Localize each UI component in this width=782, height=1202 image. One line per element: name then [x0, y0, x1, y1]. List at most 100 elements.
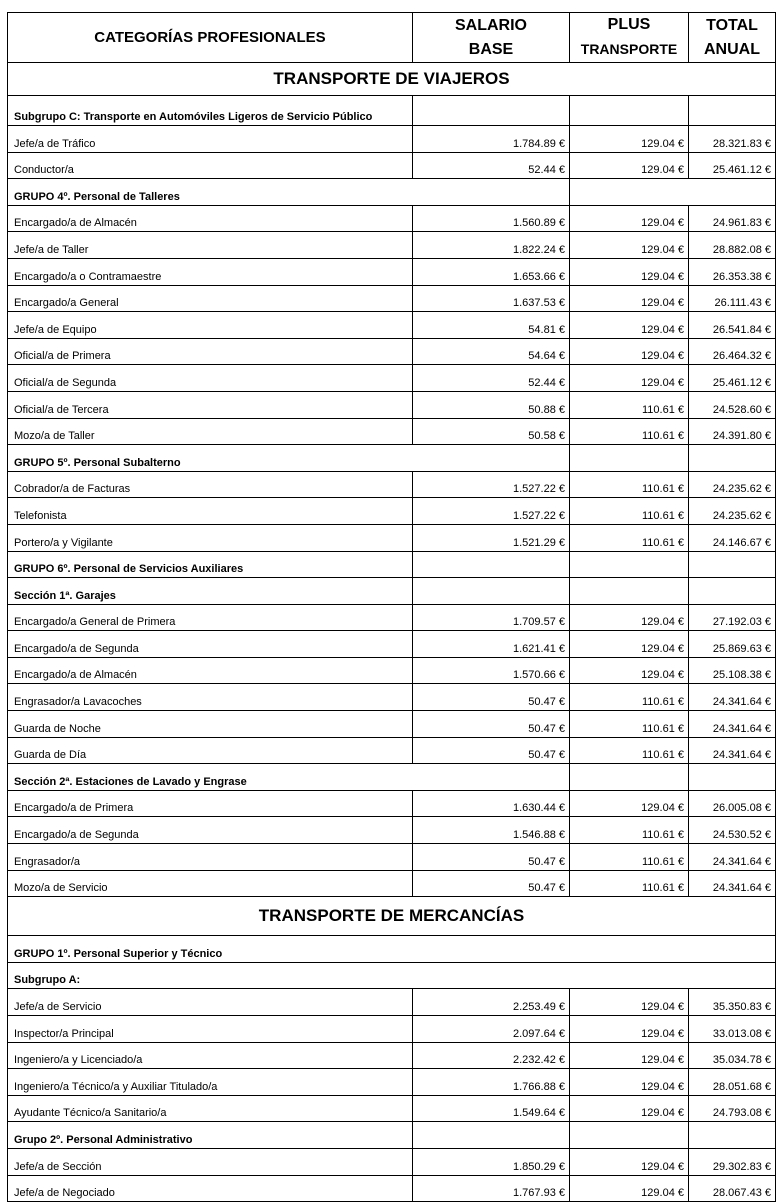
plus-transporte-cell: 129.04 € — [569, 257, 689, 286]
salario-base-cell: 50.88 € — [412, 390, 570, 419]
plus-transporte-cell: 110.61 € — [569, 470, 689, 499]
category-cell: Inspector/a Principal — [7, 1015, 413, 1043]
table-row: Ingeniero/a y Licenciado/a 2.232.42 €129.… — [7, 1041, 776, 1070]
category-cell: Jefe/a de Taller — [7, 231, 413, 259]
group-label: Sección 1ª. Garajes — [7, 577, 413, 605]
salario-base-cell: 1.546.88 € — [412, 816, 570, 845]
total-anual-cell: 24.341.64 € — [688, 683, 776, 712]
salario-base-cell: 1.521.29 € — [412, 523, 570, 552]
table-row: Oficial/a de Segunda 52.44 €129.04 €25.46… — [7, 364, 776, 392]
table-row: Encargado/a de Almacén 1.570.66 €129.04 €… — [7, 656, 776, 685]
total-anual-cell: 33.013.08 € — [688, 1015, 776, 1043]
total-anual-cell: 24.235.62 € — [688, 497, 776, 525]
table-row: Encargado/a General 1.637.53 €129.04 €26.… — [7, 284, 776, 313]
salario-base-cell: 1.549.64 € — [412, 1094, 570, 1123]
table-row: Engrasador/a 50.47 €110.61 €24.341.64 € — [7, 843, 776, 871]
total-anual-cell: 26.353.38 € — [688, 257, 776, 286]
category-cell: Encargado/a General — [7, 284, 413, 313]
table-row: Encargado/a de Segunda 1.546.88 €110.61 €… — [7, 816, 776, 845]
group-row: GRUPO 4º. Personal de Talleres — [7, 178, 776, 206]
empty-cell — [412, 95, 570, 126]
category-cell: Telefonista — [7, 497, 413, 525]
section-row: TRANSPORTE DE VIAJEROS — [7, 62, 776, 96]
plus-transporte-cell: 129.04 € — [569, 1068, 689, 1096]
total-anual-cell: 25.461.12 € — [688, 364, 776, 392]
empty-cell — [412, 577, 570, 605]
category-cell: Engrasador/a Lavacoches — [7, 683, 413, 712]
empty-cell — [569, 550, 689, 579]
empty-cell — [569, 444, 689, 472]
salario-base-cell: 2.097.64 € — [412, 1015, 570, 1043]
salario-base-cell: 1.527.22 € — [412, 497, 570, 525]
table-row: Inspector/a Principal 2.097.64 €129.04 €3… — [7, 1015, 776, 1043]
category-cell: Engrasador/a — [7, 843, 413, 871]
table-row: Portero/a y Vigilante 1.521.29 €110.61 €2… — [7, 523, 776, 552]
table-row: Mozo/a de Servicio 50.47 €110.61 €24.341.… — [7, 869, 776, 898]
category-cell: Oficial/a de Tercera — [7, 390, 413, 419]
salario-base-cell: 1.653.66 € — [412, 257, 570, 286]
plus-transporte-cell: 129.04 € — [569, 204, 689, 233]
empty-cell — [412, 550, 570, 579]
table-row: Cobrador/a de Facturas 1.527.22 €110.61 €… — [7, 470, 776, 499]
salario-base-cell: 1.560.89 € — [412, 204, 570, 233]
salario-base-cell: 1.630.44 € — [412, 789, 570, 818]
salario-base-cell: 50.47 € — [412, 710, 570, 738]
header-total-anual: TOTAL ANUAL — [688, 12, 776, 63]
table-row: Encargado/a de Segunda 1.621.41 €129.04 €… — [7, 630, 776, 658]
group-label: Grupo 2º. Personal Administrativo — [7, 1121, 413, 1149]
total-anual-cell: 24.341.64 € — [688, 869, 776, 898]
category-cell: Mozo/a de Taller — [7, 417, 413, 446]
table-row: Guarda de Noche 50.47 €110.61 €24.341.64 … — [7, 710, 776, 738]
category-cell: Mozo/a de Servicio — [7, 869, 413, 898]
table-row: Jefe/a de Tráfico 1.784.89 €129.04 €28.32… — [7, 125, 776, 153]
header-plus-line1: PLUS — [607, 16, 651, 33]
plus-transporte-cell: 129.04 € — [569, 284, 689, 313]
empty-cell — [569, 1121, 689, 1149]
category-cell: Ingeniero/a y Licenciado/a — [7, 1041, 413, 1070]
table-row: Jefe/a de Taller 1.822.24 €129.04 €28.882… — [7, 231, 776, 259]
table-row: Jefe/a de Sección 1.850.29 €129.04 €29.30… — [7, 1147, 776, 1176]
empty-cell — [688, 444, 776, 472]
salario-base-cell: 1.822.24 € — [412, 231, 570, 259]
category-cell: Ingeniero/a Técnico/a y Auxiliar Titulad… — [7, 1068, 413, 1096]
plus-transporte-cell: 110.61 € — [569, 736, 689, 765]
total-anual-cell: 24.391.80 € — [688, 417, 776, 446]
section-row: TRANSPORTE DE MERCANCÍAS — [7, 896, 776, 937]
plus-transporte-cell: 129.04 € — [569, 656, 689, 685]
total-anual-cell: 27.192.03 € — [688, 603, 776, 632]
total-anual-cell: 26.005.08 € — [688, 789, 776, 818]
empty-cell — [412, 1121, 570, 1149]
category-cell: Jefe/a de Servicio — [7, 988, 413, 1016]
group-label: GRUPO 6º. Personal de Servicios Auxiliar… — [7, 550, 413, 579]
total-anual-cell: 24.341.64 € — [688, 736, 776, 765]
plus-transporte-cell: 129.04 € — [569, 151, 689, 180]
table-row: Jefe/a de Equipo 54.81 €129.04 €26.541.84… — [7, 311, 776, 339]
total-anual-cell: 35.034.78 € — [688, 1041, 776, 1070]
table-row: Encargado/a de Primera 1.630.44 €129.04 €… — [7, 789, 776, 818]
total-anual-cell: 24.530.52 € — [688, 816, 776, 845]
plus-transporte-cell: 110.61 € — [569, 417, 689, 446]
group-row: GRUPO 5º. Personal Subalterno — [7, 444, 776, 472]
category-cell: Encargado/a de Almacén — [7, 204, 413, 233]
salario-base-cell: 1.570.66 € — [412, 656, 570, 685]
header-row: CATEGORÍAS PROFESIONALES SALARIO BASE PLU… — [7, 12, 776, 63]
table-row: Mozo/a de Taller 50.58 €110.61 €24.391.80… — [7, 417, 776, 446]
group-row: Subgrupo C: Transporte en Automóviles Li… — [7, 95, 776, 126]
category-cell: Encargado/a de Primera — [7, 789, 413, 818]
plus-transporte-cell: 110.61 € — [569, 523, 689, 552]
total-anual-cell: 24.961.83 € — [688, 204, 776, 233]
plus-transporte-cell: 129.04 € — [569, 603, 689, 632]
salario-base-cell: 1.850.29 € — [412, 1147, 570, 1176]
group-label: Sección 2ª. Estaciones de Lavado y Engra… — [7, 763, 570, 791]
table-row: Encargado/a o Contramaestre 1.653.66 €129… — [7, 257, 776, 286]
section-title: TRANSPORTE DE VIAJEROS — [7, 62, 776, 96]
table-row: Jefe/a de Negociado 1.767.93 €129.04 €28.… — [7, 1174, 776, 1202]
table-row: Encargado/a de Almacén 1.560.89 €129.04 €… — [7, 204, 776, 233]
plus-transporte-cell: 129.04 € — [569, 789, 689, 818]
total-anual-cell: 24.528.60 € — [688, 390, 776, 419]
category-cell: Encargado/a de Almacén — [7, 656, 413, 685]
group-label: Subgrupo A: — [7, 961, 776, 990]
plus-transporte-cell: 129.04 € — [569, 1147, 689, 1176]
plus-transporte-cell: 129.04 € — [569, 125, 689, 153]
empty-cell — [688, 577, 776, 605]
